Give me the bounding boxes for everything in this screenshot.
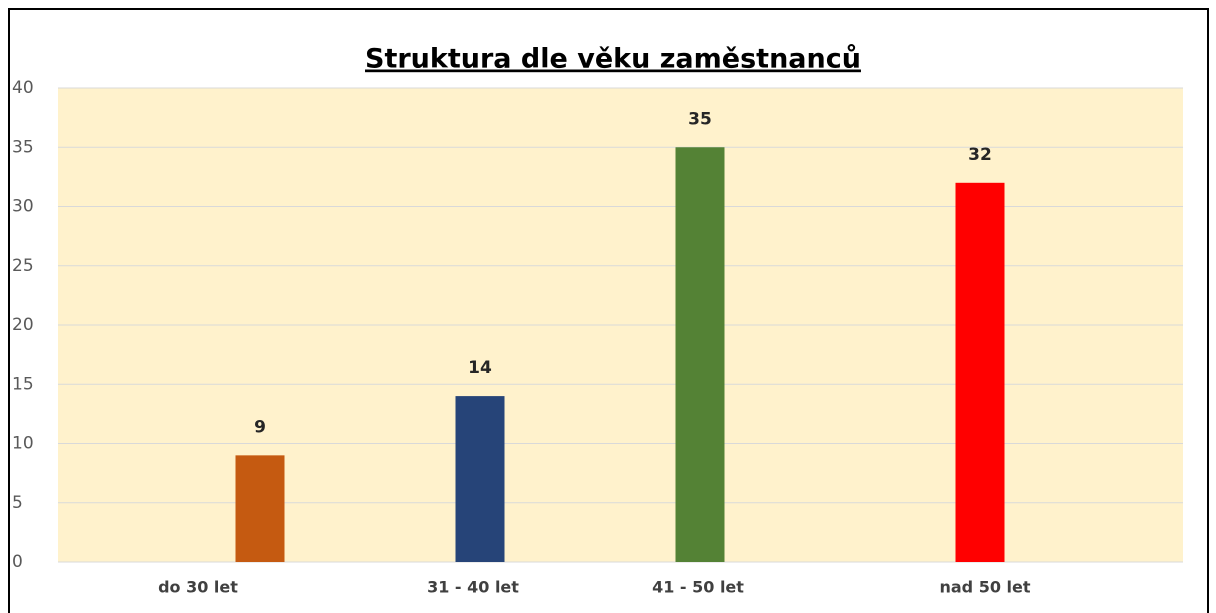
y-tick-label: 30: [12, 197, 34, 217]
y-tick-label: 0: [12, 552, 23, 572]
chart-title: Struktura dle věku zaměstnanců: [365, 44, 861, 75]
y-tick-label: 10: [12, 434, 34, 454]
y-tick-label: 5: [12, 493, 23, 513]
data-label: 14: [468, 358, 492, 378]
bar: [455, 396, 505, 562]
data-label: 9: [254, 417, 266, 437]
x-tick-label: 31 - 40 let: [427, 578, 519, 597]
bar: [955, 182, 1005, 563]
bar: [235, 455, 285, 562]
data-label: 32: [968, 145, 992, 165]
y-tick-label: 20: [12, 315, 34, 335]
y-tick-label: 25: [12, 256, 34, 276]
frame: [8, 8, 1209, 613]
data-label: 35: [688, 109, 712, 129]
bar: [675, 147, 725, 562]
y-tick-label: 35: [12, 137, 34, 157]
x-tick-label: 41 - 50 let: [652, 578, 744, 597]
y-tick-label: 40: [12, 78, 34, 98]
x-tick-label: nad 50 let: [939, 578, 1030, 597]
y-tick-label: 15: [12, 374, 34, 394]
x-tick-label: do 30 let: [158, 578, 238, 597]
